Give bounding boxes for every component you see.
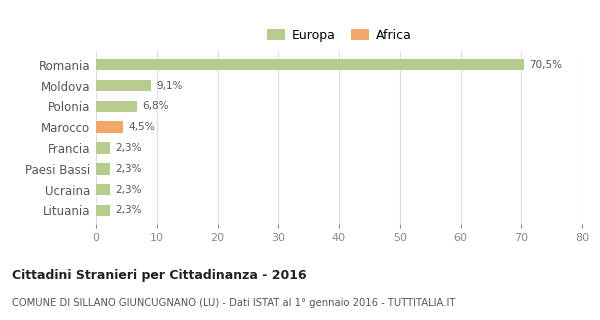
Bar bbox=[96, 122, 124, 133]
Text: 2,3%: 2,3% bbox=[115, 185, 142, 195]
Legend: Europa, Africa: Europa, Africa bbox=[264, 26, 414, 44]
Text: 9,1%: 9,1% bbox=[156, 81, 182, 91]
Bar bbox=[96, 184, 110, 195]
Bar bbox=[96, 80, 151, 91]
Text: 2,3%: 2,3% bbox=[115, 205, 142, 215]
Text: 2,3%: 2,3% bbox=[115, 143, 142, 153]
Text: Cittadini Stranieri per Cittadinanza - 2016: Cittadini Stranieri per Cittadinanza - 2… bbox=[12, 269, 307, 282]
Bar bbox=[96, 59, 524, 70]
Text: 70,5%: 70,5% bbox=[529, 60, 562, 70]
Bar bbox=[96, 142, 110, 154]
Text: 2,3%: 2,3% bbox=[115, 164, 142, 174]
Text: COMUNE DI SILLANO GIUNCUGNANO (LU) - Dati ISTAT al 1° gennaio 2016 - TUTTITALIA.: COMUNE DI SILLANO GIUNCUGNANO (LU) - Dat… bbox=[12, 298, 455, 308]
Bar bbox=[96, 163, 110, 174]
Bar bbox=[96, 101, 137, 112]
Bar bbox=[96, 205, 110, 216]
Text: 6,8%: 6,8% bbox=[142, 101, 169, 111]
Text: 4,5%: 4,5% bbox=[128, 122, 155, 132]
